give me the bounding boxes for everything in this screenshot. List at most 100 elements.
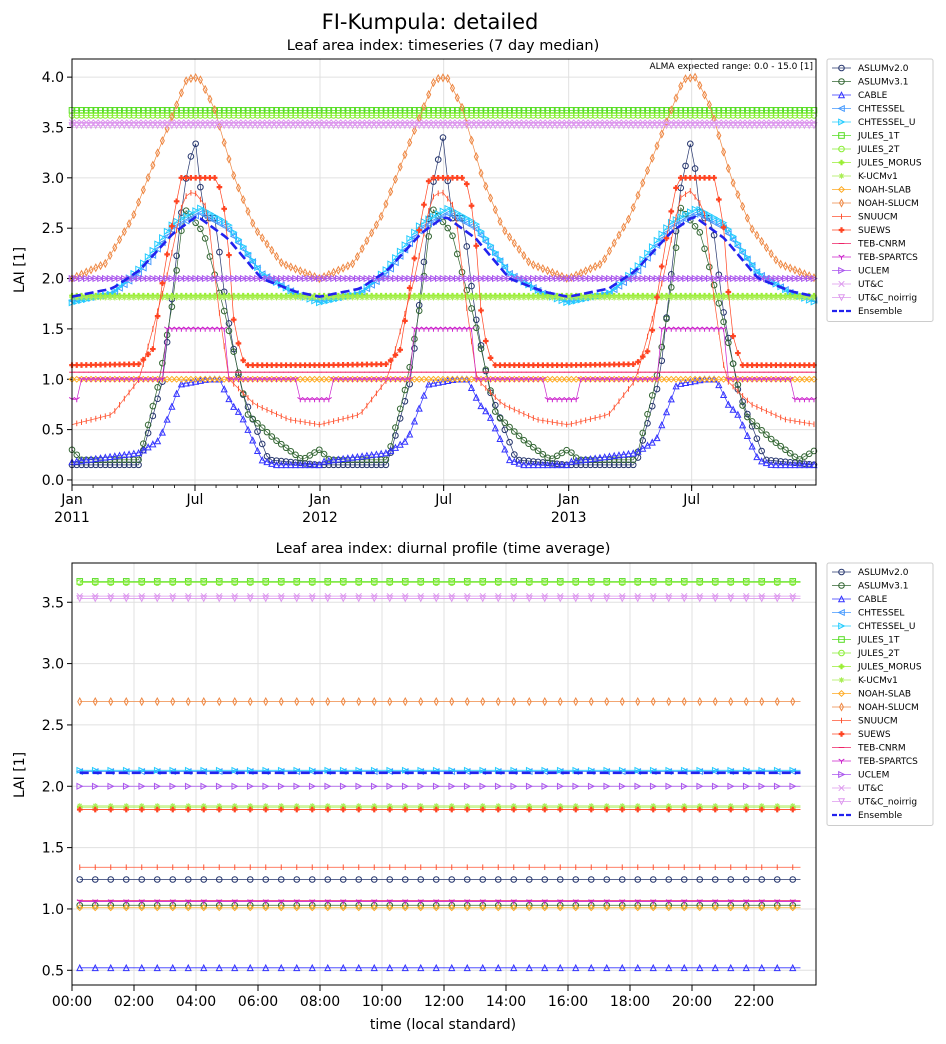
dp-legend: ASLUMv2.0ASLUMv3.1CABLECHTESSELCHTESSEL_… [826,562,934,826]
ts-point-UT&C_noirrig [615,122,623,130]
dp-series-K-UCMv1 [76,803,801,809]
dp-point-UT&C_noirrig [680,595,688,603]
ts-point-JULES_2T [73,112,81,119]
dp-point-NOAH-SLUCM [154,696,160,707]
ts-point-SUEWS [525,362,532,368]
ts-point-K-UCMv1 [126,294,132,301]
ts-point-UT&C_noirrig [387,122,395,130]
ts-point-SUEWS [711,175,717,181]
dp-point-K-UCMv1 [76,803,83,809]
dp-point-CABLE [479,963,487,972]
ts-point-UCLEM [658,274,666,283]
ts-point-CABLE [748,442,756,450]
ts-point-CHTESSEL_U [206,209,214,217]
ts-point-JULES_1T [301,107,309,114]
ts-point-CABLE [325,456,333,464]
ts-point-CHTESSEL_U [144,253,153,261]
ts-legend-marker [838,173,845,179]
ts-point-NOAH-SLUCM [540,264,546,274]
ts-point-K-UCMv1 [183,294,189,301]
ts-point-K-UCMv1 [525,294,532,301]
ts-point-ASLUMv3.1 [363,456,371,464]
ts-point-CABLE [268,459,276,467]
ts-point-JULES_1T [130,107,138,114]
ts-point-NOAH-SLUCM [155,148,161,158]
ts-point-JULES_2T [615,112,623,119]
ts-point-UCLEM [254,274,262,283]
dp-point-NOAH-SLAB [355,904,363,912]
ts-point-CHTESSEL_U [663,224,671,232]
ts-point-ASLUMv2.0 [767,457,775,464]
ts-point-UCLEM [796,274,804,283]
dp-point-SUEWS [572,806,579,813]
dp-point-UCLEM [572,782,580,790]
ts-point-JULES_1T [791,107,799,114]
dp-point-CABLE [680,963,688,972]
ts-point-JULES_1T [810,107,818,114]
ts-point-UCLEM [544,274,552,283]
ts-point-ASLUMv3.1 [672,244,680,252]
dp-point-SUEWS [417,806,424,813]
ts-point-ASLUMv3.1 [539,450,547,458]
ts-point-CHTESSEL_U [634,262,642,270]
dp-point-JULES_2T [727,579,735,586]
ts-point-UCLEM [97,274,105,283]
ts-point-SUEWS [240,357,247,364]
ts-point-JULES_1T [501,107,509,114]
dp-point-SUEWS [92,806,99,813]
dp-point-TEB-SPARTCS [417,899,424,905]
dp-point-NOAH-SLAB [231,904,239,912]
ts-point-K-UCMv1 [359,294,365,301]
dp-point-UT&C_noirrig [417,595,425,603]
dp-point-UCLEM [107,782,115,790]
ts-point-UCLEM [111,274,119,283]
dp-legend-label: SUEWS [858,730,891,740]
ts-point-ASLUMv2.0 [639,437,647,444]
ts-point-NOAH-SLUCM [392,174,398,184]
ts-point-NOAH-SLUCM [640,178,646,188]
ts-point-CHTESSEL [391,259,399,267]
ts-point-UCLEM [520,274,528,283]
ts-point-ASLUMv3.1 [805,450,813,458]
ts-point-UT&C_noirrig [767,122,775,130]
dp-point-UT&C_noirrig [649,595,657,603]
ts-point-CABLE [277,460,285,469]
ts-point-JULES_2T [734,112,742,119]
ts-point-K-UCMv1 [154,294,161,301]
ts-point-JULES_1T [453,107,461,114]
ts-point-JULES_1T [625,107,632,114]
dp-point-ASLUMv2.0 [665,876,673,883]
dp-point-NOAH-SLUCM [728,696,734,707]
ts-point-JULES_1T [273,107,280,114]
ts-point-NOAH-SLAB [177,375,185,383]
ts-point-JULES_1T [140,107,147,114]
dp-point-UT&C_noirrig [742,595,750,603]
dp-point-UT&C_noirrig [386,595,394,603]
ts-point-SUEWS [497,362,503,368]
ts-point-K-UCMv1 [116,294,123,301]
ts-point-SUEWS [806,362,813,368]
ts-point-JULES_1T [506,107,513,114]
ts-point-K-UCMv1 [368,294,375,301]
dp-point-TEB-SPARTCS [634,899,641,905]
ts-point-JULES_2T [534,112,542,119]
ts-point-CABLE [724,400,732,408]
ts-point-JULES_1T [696,107,704,114]
dp-point-TEB-SPARTCS [650,899,657,905]
ts-point-NOAH-SLUCM [221,137,227,148]
ts-point-NOAH-SLUCM [421,101,427,112]
dp-point-NOAH-SLAB [556,904,564,912]
ts-point-SUEWS [706,175,713,181]
ts-point-NOAH-SLUCM [492,205,498,215]
ts-point-UT&C_noirrig [477,122,485,130]
ts-point-CHTESSEL_U [568,298,576,306]
ts-point-JULES_1T [306,107,314,114]
ts-point-JULES_2T [306,112,314,119]
ts-point-JULES_1T [73,107,81,114]
ts-point-ASLUMv3.1 [382,456,390,464]
ts-point-JULES_1T [591,107,599,114]
dp-point-SUEWS [371,806,378,813]
ts-point-JULES_2T [563,112,570,119]
ts-point-NOAH-SLUCM [193,73,199,83]
dp-ytick-label: 2.0 [42,779,64,795]
